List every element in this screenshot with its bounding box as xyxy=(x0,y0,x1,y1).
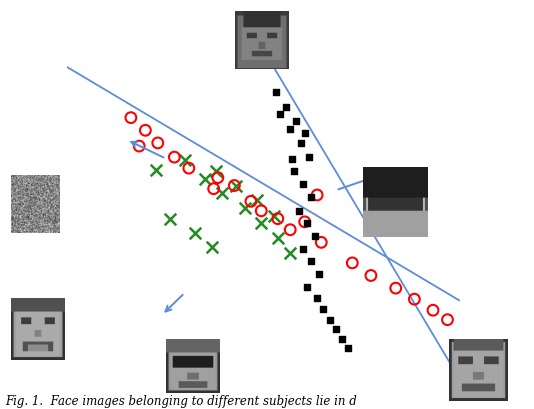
Point xyxy=(332,326,340,333)
Point xyxy=(299,246,307,252)
Point xyxy=(348,260,357,267)
Point xyxy=(337,335,346,342)
Point xyxy=(257,220,265,227)
Point xyxy=(253,197,262,204)
Point xyxy=(292,118,301,125)
Point xyxy=(271,90,280,97)
Point xyxy=(299,181,307,188)
Point xyxy=(367,272,375,279)
Point xyxy=(294,208,303,215)
Point xyxy=(304,155,313,161)
Point xyxy=(296,140,305,147)
Point xyxy=(273,235,282,241)
Point xyxy=(286,250,295,257)
Point xyxy=(302,220,311,227)
Point xyxy=(313,294,321,301)
Point xyxy=(288,156,296,162)
Point xyxy=(317,240,326,246)
Point xyxy=(307,258,315,265)
Point xyxy=(152,167,160,173)
Point xyxy=(257,208,265,215)
Point xyxy=(209,186,218,193)
Point xyxy=(325,317,334,323)
Point xyxy=(127,115,135,121)
Point xyxy=(170,155,178,161)
Point xyxy=(154,140,162,147)
Point xyxy=(214,175,222,182)
Point xyxy=(211,169,220,175)
Point xyxy=(201,177,210,183)
Point xyxy=(230,183,239,189)
Point xyxy=(410,296,419,303)
Point xyxy=(247,198,255,205)
Point xyxy=(240,205,249,211)
Point xyxy=(443,317,452,323)
Point xyxy=(180,157,189,164)
Text: Fig. 1.  Face images belonging to different subjects lie in d: Fig. 1. Face images belonging to differe… xyxy=(5,394,357,407)
Point xyxy=(273,216,282,222)
Point xyxy=(311,233,319,240)
Point xyxy=(207,244,216,251)
Point xyxy=(344,345,352,352)
Point xyxy=(315,271,324,278)
Point xyxy=(191,230,199,236)
Point xyxy=(301,131,309,137)
Point xyxy=(218,191,226,197)
Point xyxy=(429,307,437,314)
Point xyxy=(232,183,241,189)
Point xyxy=(302,283,311,290)
Point xyxy=(290,169,299,175)
Point xyxy=(185,166,193,172)
Point xyxy=(286,126,295,133)
Point xyxy=(307,194,315,200)
Point xyxy=(313,192,321,199)
Point xyxy=(135,144,144,150)
Point xyxy=(270,213,278,219)
Point xyxy=(141,128,150,134)
Point xyxy=(282,104,290,110)
Point xyxy=(301,219,309,225)
Point xyxy=(391,285,400,292)
Point xyxy=(276,112,284,119)
Point xyxy=(286,227,295,234)
Point xyxy=(319,306,328,312)
Point xyxy=(166,216,175,222)
